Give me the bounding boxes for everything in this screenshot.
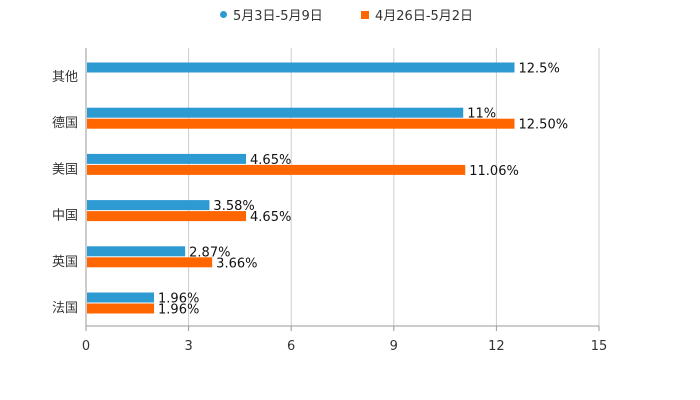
data-label: 3.66%: [216, 256, 257, 271]
x-tick-label: 9: [390, 339, 398, 354]
bar-series-1[interactable]: [87, 107, 464, 118]
data-label: 12.50%: [519, 118, 569, 133]
legend-label-series-1: 5月3日-5月9日: [233, 9, 323, 24]
x-tick-label: 15: [591, 339, 608, 354]
legend-dot-icon: [220, 11, 227, 18]
data-label: 1.96%: [158, 303, 199, 318]
data-label: 11.06%: [469, 164, 519, 179]
data-label: 12.5%: [519, 62, 560, 77]
bar-series-1[interactable]: [87, 200, 210, 211]
bar-series-2[interactable]: [87, 303, 155, 314]
legend-label-series-2: 4月26日-5月2日: [375, 9, 474, 24]
legend-item-series-1[interactable]: 5月3日-5月9日: [220, 5, 323, 24]
bar-series-2[interactable]: [87, 164, 466, 175]
data-label: 4.65%: [250, 210, 291, 225]
y-category-label: 美国: [52, 162, 78, 177]
bars: [87, 62, 515, 314]
data-label: 4.65%: [250, 153, 291, 168]
axes: [85, 48, 600, 331]
bar-series-2[interactable]: [87, 211, 247, 222]
y-category-label: 中国: [52, 209, 78, 224]
x-tick-label: 0: [82, 339, 90, 354]
y-category-label: 其他: [52, 70, 78, 85]
data-label: 2.87%: [189, 245, 230, 260]
data-label: 1.96%: [158, 292, 199, 307]
y-category-label: 英国: [52, 255, 78, 270]
bar-series-1[interactable]: [87, 62, 515, 73]
bar-series-2[interactable]: [87, 118, 515, 129]
data-label: 3.58%: [213, 199, 254, 214]
bar-series-2[interactable]: [87, 257, 213, 268]
labels: 0 3 6 9 12 15 其他 12.5% 德国 11% 12.50% 美国 4.65% 11.06% 中…: [52, 62, 607, 355]
legend: 5月3日-5月9日 4月26日-5月2日: [0, 5, 700, 24]
x-tick-label: 3: [184, 339, 192, 354]
bar-series-1[interactable]: [87, 292, 155, 303]
legend-square-icon: [361, 10, 369, 19]
bar-series-1[interactable]: [87, 246, 186, 257]
y-category-label: 法国: [52, 301, 78, 316]
x-tick-label: 12: [488, 339, 505, 354]
y-category-label: 德国: [52, 116, 78, 131]
x-tick-label: 6: [287, 339, 295, 354]
data-label: 11%: [467, 107, 496, 122]
legend-item-series-2[interactable]: 4月26日-5月2日: [361, 5, 473, 24]
grid-lines: [188, 48, 600, 326]
bar-series-1[interactable]: [87, 153, 247, 164]
